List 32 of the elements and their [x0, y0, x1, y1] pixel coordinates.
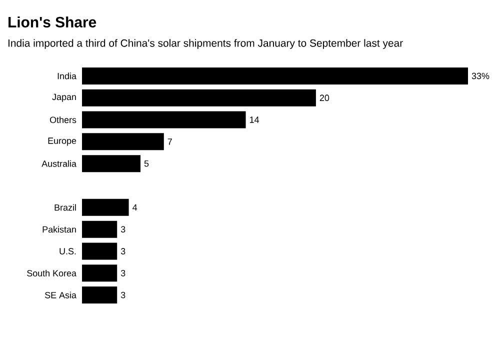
data-label: 3 [120, 270, 126, 276]
chart-subtitle: India imported a third of China's solar shipments from January to September last year [8, 39, 403, 49]
bar [82, 220, 118, 238]
bar [82, 286, 118, 304]
bar [82, 111, 246, 128]
y-tick-label: South Korea [27, 270, 76, 276]
bar [82, 242, 118, 260]
data-label: 33% [472, 72, 490, 80]
data-label: 20 [320, 94, 330, 102]
y-tick-label: Pakistan [42, 226, 76, 233]
bar [82, 67, 468, 84]
y-tick-label: Japan [52, 94, 76, 102]
y-tick-label: Europe [48, 138, 76, 146]
data-label: 14 [250, 116, 259, 123]
y-tick-label: SE Asia [44, 292, 76, 298]
bar [82, 264, 118, 282]
chart-title: Lion's Share [8, 16, 96, 28]
bar [82, 89, 316, 106]
y-tick-label: Australia [42, 160, 76, 167]
data-label: 7 [168, 138, 172, 145]
data-label: 3 [120, 248, 126, 254]
y-tick-label: Brazil [54, 204, 76, 211]
data-label: 3 [120, 292, 126, 298]
data-label: 4 [132, 204, 138, 210]
y-tick-label: India [58, 72, 76, 80]
y-tick-label: Others [50, 116, 76, 124]
data-label: 3 [120, 226, 126, 232]
y-tick-label: U.S. [60, 248, 76, 254]
bar [82, 198, 129, 216]
bar [82, 155, 140, 172]
data-label: 5 [144, 160, 149, 167]
bar [82, 133, 164, 150]
